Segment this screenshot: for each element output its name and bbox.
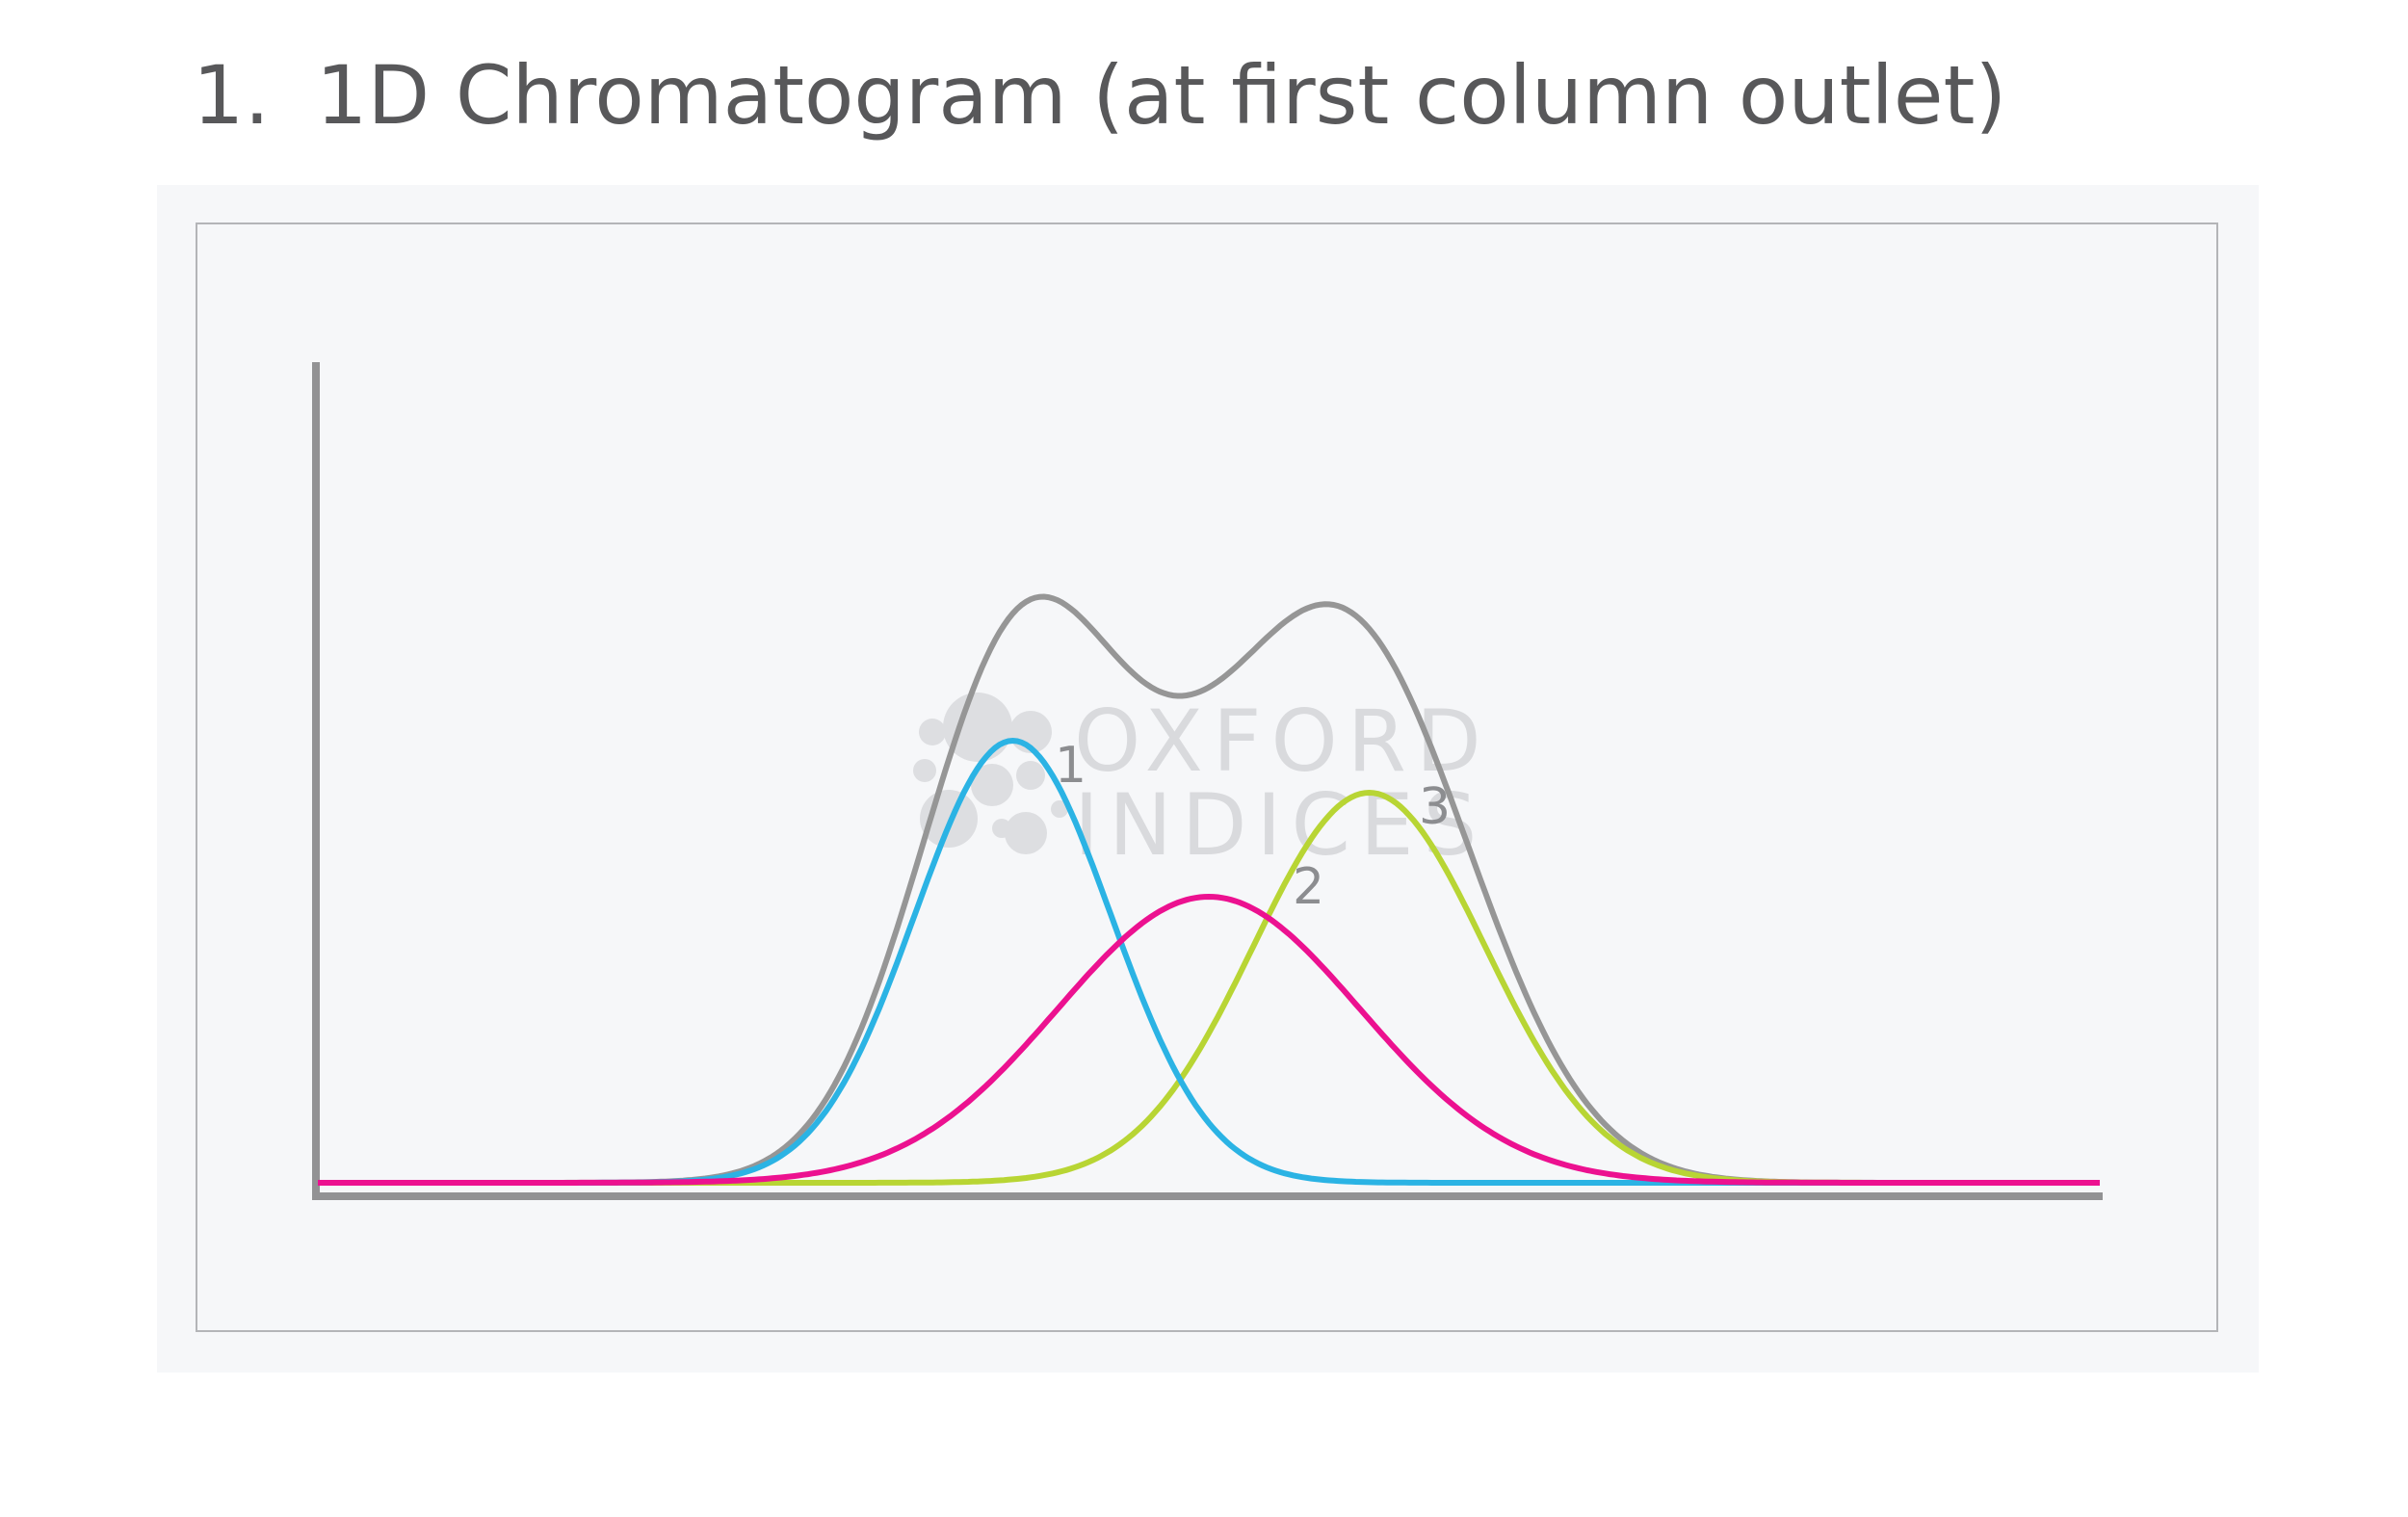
watermark: OXFORD INDICES — [913, 692, 1486, 875]
chart-panel — [157, 185, 2259, 1373]
peak-2-curve — [318, 893, 2100, 1186]
watermark-line2: INDICES — [1074, 775, 1486, 875]
watermark-logo-icon — [913, 693, 1068, 854]
title-number: 1. — [193, 48, 271, 143]
page-title: 1. 1D Chromatogram (at first column outle… — [193, 48, 2006, 143]
chart-frame — [196, 222, 2218, 1332]
title-text: 1D Chromatogram (at first column outlet) — [316, 48, 2007, 143]
peak-label-2: 2 — [1293, 858, 1324, 916]
total-signal-curve — [318, 593, 2100, 1186]
peak-label-3: 3 — [1419, 778, 1451, 836]
peak-label-1: 1 — [1055, 737, 1086, 795]
